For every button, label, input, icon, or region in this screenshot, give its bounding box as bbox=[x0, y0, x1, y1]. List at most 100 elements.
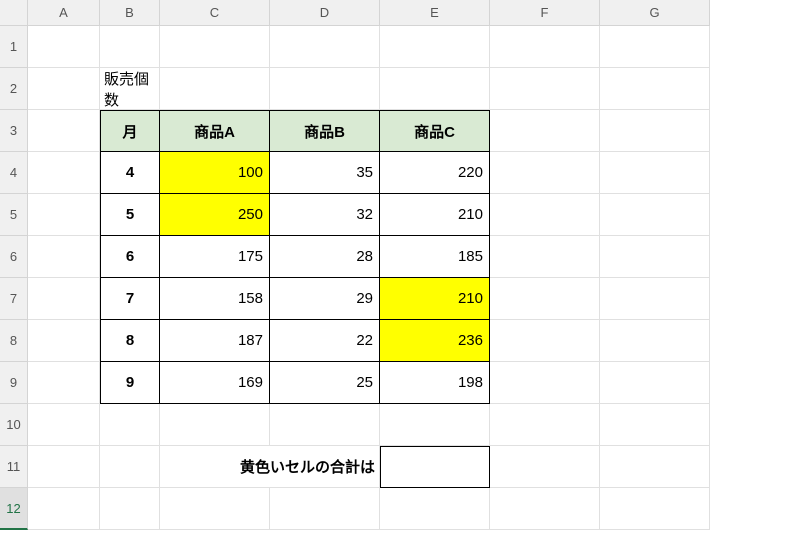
cell-G10[interactable] bbox=[600, 404, 710, 446]
table-cell-month-r0[interactable]: 4 bbox=[100, 152, 160, 194]
table-cell-a-r2[interactable]: 175 bbox=[160, 236, 270, 278]
cell-C1[interactable] bbox=[160, 26, 270, 68]
row-header-1[interactable]: 1 bbox=[0, 26, 28, 68]
footer-label[interactable]: 黄色いセルの合計は bbox=[160, 446, 380, 488]
column-header-G[interactable]: G bbox=[600, 0, 710, 26]
cell-A5[interactable] bbox=[28, 194, 100, 236]
row-header-2[interactable]: 2 bbox=[0, 68, 28, 110]
cell-D10[interactable] bbox=[270, 404, 380, 446]
cell-G5[interactable] bbox=[600, 194, 710, 236]
cell-D2[interactable] bbox=[270, 68, 380, 110]
table-cell-a-r4[interactable]: 187 bbox=[160, 320, 270, 362]
table-header-a[interactable]: 商品A bbox=[160, 110, 270, 152]
row-header-4[interactable]: 4 bbox=[0, 152, 28, 194]
cell-F8[interactable] bbox=[490, 320, 600, 362]
cell-F7[interactable] bbox=[490, 278, 600, 320]
cell-B12[interactable] bbox=[100, 488, 160, 530]
cell-C12[interactable] bbox=[160, 488, 270, 530]
column-header-A[interactable]: A bbox=[28, 0, 100, 26]
table-cell-c-r2[interactable]: 185 bbox=[380, 236, 490, 278]
cell-G8[interactable] bbox=[600, 320, 710, 362]
cell-F6[interactable] bbox=[490, 236, 600, 278]
cell-G3[interactable] bbox=[600, 110, 710, 152]
cell-A4[interactable] bbox=[28, 152, 100, 194]
cell-F11[interactable] bbox=[490, 446, 600, 488]
footer-answer-cell[interactable] bbox=[380, 446, 490, 488]
cell-F12[interactable] bbox=[490, 488, 600, 530]
cell-C10[interactable] bbox=[160, 404, 270, 446]
row-header-7[interactable]: 7 bbox=[0, 278, 28, 320]
row-header-11[interactable]: 11 bbox=[0, 446, 28, 488]
table-header-month[interactable]: 月 bbox=[100, 110, 160, 152]
cell-B11[interactable] bbox=[100, 446, 160, 488]
cell-G2[interactable] bbox=[600, 68, 710, 110]
cell-G6[interactable] bbox=[600, 236, 710, 278]
table-cell-b-r0[interactable]: 35 bbox=[270, 152, 380, 194]
cell-A7[interactable] bbox=[28, 278, 100, 320]
cell-G7[interactable] bbox=[600, 278, 710, 320]
table-cell-b-r5[interactable]: 25 bbox=[270, 362, 380, 404]
table-cell-month-r4[interactable]: 8 bbox=[100, 320, 160, 362]
table-cell-b-r2[interactable]: 28 bbox=[270, 236, 380, 278]
cell-A11[interactable] bbox=[28, 446, 100, 488]
table-cell-b-r4[interactable]: 22 bbox=[270, 320, 380, 362]
row-header-6[interactable]: 6 bbox=[0, 236, 28, 278]
cell-F5[interactable] bbox=[490, 194, 600, 236]
select-all-corner[interactable] bbox=[0, 0, 28, 26]
column-header-D[interactable]: D bbox=[270, 0, 380, 26]
cell-B1[interactable] bbox=[100, 26, 160, 68]
row-header-10[interactable]: 10 bbox=[0, 404, 28, 446]
cell-A9[interactable] bbox=[28, 362, 100, 404]
cell-E1[interactable] bbox=[380, 26, 490, 68]
cell-F9[interactable] bbox=[490, 362, 600, 404]
table-cell-b-r3[interactable]: 29 bbox=[270, 278, 380, 320]
row-header-8[interactable]: 8 bbox=[0, 320, 28, 362]
cell-D1[interactable] bbox=[270, 26, 380, 68]
table-cell-a-r1[interactable]: 250 bbox=[160, 194, 270, 236]
table-cell-c-r5[interactable]: 198 bbox=[380, 362, 490, 404]
table-cell-a-r0[interactable]: 100 bbox=[160, 152, 270, 194]
cell-A12[interactable] bbox=[28, 488, 100, 530]
cell-F4[interactable] bbox=[490, 152, 600, 194]
cell-F1[interactable] bbox=[490, 26, 600, 68]
table-cell-c-r0[interactable]: 220 bbox=[380, 152, 490, 194]
row-header-3[interactable]: 3 bbox=[0, 110, 28, 152]
table-cell-a-r5[interactable]: 169 bbox=[160, 362, 270, 404]
table-cell-month-r5[interactable]: 9 bbox=[100, 362, 160, 404]
cell-G4[interactable] bbox=[600, 152, 710, 194]
table-cell-month-r1[interactable]: 5 bbox=[100, 194, 160, 236]
column-header-E[interactable]: E bbox=[380, 0, 490, 26]
cell-E12[interactable] bbox=[380, 488, 490, 530]
column-header-F[interactable]: F bbox=[490, 0, 600, 26]
cell-F10[interactable] bbox=[490, 404, 600, 446]
cell-C2[interactable] bbox=[160, 68, 270, 110]
cell-F3[interactable] bbox=[490, 110, 600, 152]
cell-A8[interactable] bbox=[28, 320, 100, 362]
cell-G12[interactable] bbox=[600, 488, 710, 530]
table-cell-c-r1[interactable]: 210 bbox=[380, 194, 490, 236]
cell-G11[interactable] bbox=[600, 446, 710, 488]
row-header-5[interactable]: 5 bbox=[0, 194, 28, 236]
table-cell-a-r3[interactable]: 158 bbox=[160, 278, 270, 320]
cell-A6[interactable] bbox=[28, 236, 100, 278]
cell-B10[interactable] bbox=[100, 404, 160, 446]
table-cell-c-r3[interactable]: 210 bbox=[380, 278, 490, 320]
table-cell-month-r3[interactable]: 7 bbox=[100, 278, 160, 320]
cell-A3[interactable] bbox=[28, 110, 100, 152]
table-cell-b-r1[interactable]: 32 bbox=[270, 194, 380, 236]
cell-F2[interactable] bbox=[490, 68, 600, 110]
cell-A2[interactable] bbox=[28, 68, 100, 110]
table-cell-c-r4[interactable]: 236 bbox=[380, 320, 490, 362]
column-header-C[interactable]: C bbox=[160, 0, 270, 26]
cell-G1[interactable] bbox=[600, 26, 710, 68]
table-cell-month-r2[interactable]: 6 bbox=[100, 236, 160, 278]
row-header-9[interactable]: 9 bbox=[0, 362, 28, 404]
cell-E2[interactable] bbox=[380, 68, 490, 110]
row-header-12[interactable]: 12 bbox=[0, 488, 28, 530]
cell-E10[interactable] bbox=[380, 404, 490, 446]
title-cell[interactable]: 販売個数 bbox=[100, 68, 160, 110]
column-header-B[interactable]: B bbox=[100, 0, 160, 26]
table-header-b[interactable]: 商品B bbox=[270, 110, 380, 152]
cell-A1[interactable] bbox=[28, 26, 100, 68]
cell-G9[interactable] bbox=[600, 362, 710, 404]
